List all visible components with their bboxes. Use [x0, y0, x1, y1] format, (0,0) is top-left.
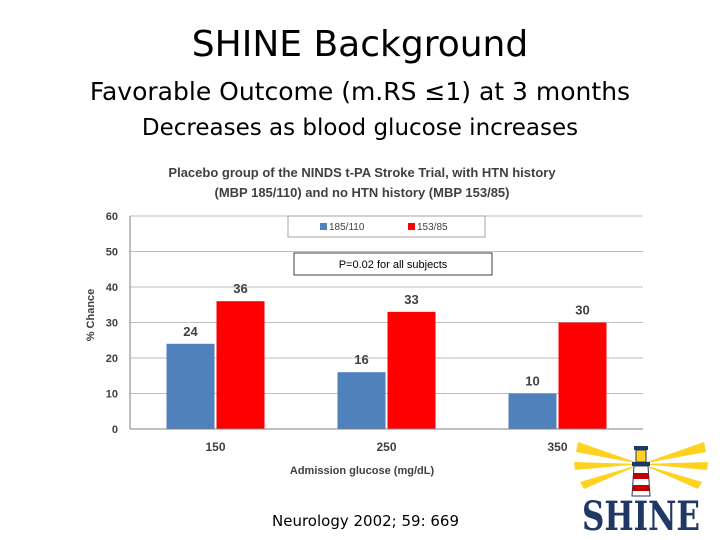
bar-350-series-2	[558, 322, 607, 429]
bar-350-series-1	[508, 393, 557, 429]
x-tick-label: 250	[376, 440, 396, 454]
logo-wordmark: SHINE	[582, 493, 700, 536]
annotation-text: P=0.02 for all subjects	[339, 259, 448, 271]
legend: 185/110 153/85	[287, 215, 486, 238]
data-label: 16	[354, 352, 368, 367]
gridlines	[130, 215, 643, 394]
legend-label-185-110: 185/110	[329, 222, 365, 233]
y-tick-label: 40	[106, 282, 118, 294]
x-tick-label: 150	[205, 440, 225, 454]
y-tick-label: 50	[106, 247, 118, 259]
y-tick-label: 20	[106, 353, 118, 365]
x-tick-label: 350	[547, 440, 567, 454]
legend-swatch-153-85	[408, 223, 415, 230]
bar-150-series-1	[166, 343, 215, 429]
data-label: 24	[183, 324, 198, 339]
bar-150-series-2	[216, 301, 265, 429]
bar-250-series-1	[337, 372, 386, 429]
annotation-frame	[293, 252, 493, 276]
x-axis-label: Admission glucose (mg/dL)	[290, 465, 435, 477]
data-label: 30	[575, 303, 589, 318]
data-label: 36	[233, 281, 247, 296]
slide-subtitle-2: Decreases as blood glucose increases	[141, 115, 579, 141]
axes: 0 10 20 30 40 50 60 150 250 350	[106, 211, 643, 454]
citation: Neurology 2002; 59: 669	[272, 512, 460, 530]
y-tick-label: 0	[112, 424, 118, 436]
chart-title-line1: Placebo group of the NINDS t-PA Stroke T…	[168, 165, 556, 180]
legend-swatch-185-110	[320, 223, 327, 230]
lighthouse-icon	[631, 446, 651, 497]
legend-label-153-85: 153/85	[417, 222, 448, 233]
bar-250-series-2	[387, 311, 436, 429]
lighthouse-rays-icon	[574, 442, 708, 489]
y-tick-label: 60	[106, 211, 118, 223]
y-axis-label: % Chance	[85, 289, 97, 342]
data-label: 33	[404, 292, 418, 307]
data-label: 10	[525, 374, 539, 389]
bars: 24 36 16 33 10 30	[166, 281, 607, 429]
annotation-box: P=0.02 for all subjects	[293, 252, 493, 276]
y-tick-label: 30	[106, 318, 118, 330]
legend-box	[287, 215, 486, 238]
chart-title-line2: (MBP 185/110) and no HTN history (MBP 15…	[215, 185, 510, 200]
shine-logo: SHINE	[574, 442, 708, 536]
slide-title: SHINE Background	[191, 24, 529, 65]
y-tick-label: 10	[106, 389, 118, 401]
slide-subtitle: Favorable Outcome (m.RS ≤1) at 3 months	[89, 77, 631, 106]
